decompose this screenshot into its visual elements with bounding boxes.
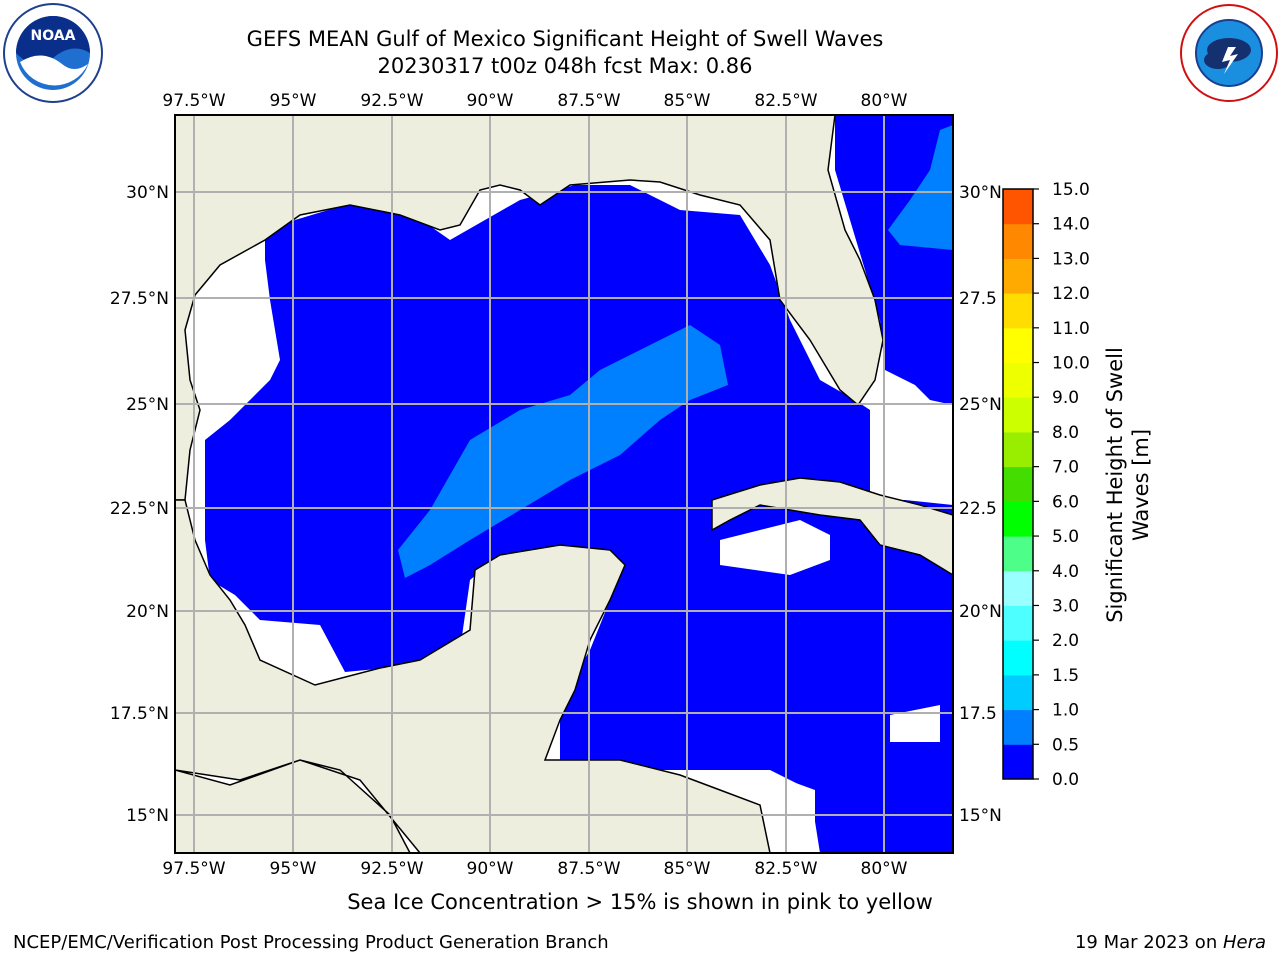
- lon-label-bottom: 92.5°W: [360, 859, 423, 879]
- lon-label-top: 82.5°W: [754, 91, 817, 111]
- colorbar-segment: [1003, 223, 1033, 259]
- colorbar-label-line2: Waves [m]: [1129, 429, 1153, 541]
- colorbar-tick-label: 0.5: [1052, 735, 1079, 755]
- lon-label-bottom: 97.5°W: [162, 859, 225, 879]
- lat-label-left: 27.5°N: [110, 289, 169, 309]
- colorbar-segment: [1003, 744, 1033, 780]
- colorbar-tick-label: 13.0: [1052, 249, 1090, 269]
- lat-label-left: 20°N: [126, 602, 169, 622]
- colorbar-tick-label: 9.0: [1052, 388, 1079, 408]
- colorbar-tick-label: 5.0: [1052, 527, 1079, 547]
- colorbar-tick-label: 14.0: [1052, 215, 1090, 235]
- colorbar-tick-label: 10.0: [1052, 354, 1090, 374]
- sea-ice-note: Sea Ice Concentration > 15% is shown in …: [347, 890, 933, 914]
- nodata-patch: [760, 770, 815, 853]
- footer-host: Hera: [1222, 932, 1266, 953]
- lat-label-left: 15°N: [126, 806, 169, 826]
- footer-date-text: 19 Mar 2023 on: [1074, 932, 1223, 953]
- colorbar-segment: [1003, 674, 1033, 711]
- lon-label-bottom: 90°W: [467, 859, 514, 879]
- lat-label-left: 17.5°N: [110, 704, 169, 724]
- lat-label-right: 20°N: [959, 602, 1002, 622]
- nws-logo: [1180, 4, 1278, 102]
- map-gridlines: [175, 115, 953, 853]
- lat-label-right: 27.5: [959, 289, 997, 309]
- colorbar-segment: [1003, 258, 1033, 294]
- colorbar-segment: [1003, 536, 1033, 572]
- colorbar-tick-label: 3.0: [1052, 596, 1079, 616]
- colorbar-segment: [1003, 709, 1033, 745]
- colorbar-segment: [1003, 466, 1033, 502]
- land-mexico: [175, 499, 771, 853]
- footer-credit: NCEP/EMC/Verification Post Processing Pr…: [13, 932, 609, 953]
- colorbar-tick-label: 8.0: [1052, 423, 1079, 443]
- colorbar-tick-label: 1.5: [1052, 666, 1079, 686]
- lon-label-top: 80°W: [861, 91, 908, 111]
- nodata-patch: [720, 520, 830, 575]
- land-cuba: [711, 477, 953, 576]
- lat-label-right: 22.5: [959, 499, 997, 519]
- colorbar-segment: [1003, 362, 1033, 398]
- colorbar-tick-label: 2.0: [1052, 631, 1079, 651]
- colorbar-tick-label: 12.0: [1052, 284, 1090, 304]
- lat-label-left: 22.5°N: [110, 499, 169, 519]
- colorbar-frame: [1002, 188, 1034, 780]
- footer-date: 19 Mar 2023 on Hera: [1075, 932, 1266, 953]
- lat-label-right: 25°N: [959, 395, 1002, 415]
- noaa-logo: NOAA: [3, 3, 103, 103]
- colorbar-tick-label: 15.0: [1052, 180, 1090, 200]
- lon-label-top: 90°W: [467, 91, 514, 111]
- colorbar-ticks: 15.0 14.0 13.0 12.0 11.0 10.0 9.0 8.0 7.0 6.0 5.0 4…: [1033, 180, 1090, 790]
- nodata-patch: [890, 705, 940, 742]
- colorbar-segment: [1003, 293, 1033, 329]
- gulf-swell-mid: [398, 325, 728, 578]
- lon-label-top: 95°W: [270, 91, 317, 111]
- colorbar-segment: [1003, 397, 1033, 433]
- colorbar-tick-label: 7.0: [1052, 458, 1079, 478]
- colorbar: [1003, 189, 1033, 780]
- colorbar-segment: [1003, 189, 1033, 225]
- lon-label-bottom: 80°W: [861, 859, 908, 879]
- lon-label-top: 97.5°W: [162, 91, 225, 111]
- map-subtitle: 20230317 t00z 048h fcst Max: 0.86: [377, 54, 753, 78]
- svg-text:NOAA: NOAA: [31, 28, 76, 44]
- colorbar-tick-label: 4.0: [1052, 562, 1079, 582]
- map-title: GEFS MEAN Gulf of Mexico Significant Hei…: [246, 27, 884, 51]
- lat-label-right: 30°N: [959, 183, 1002, 203]
- lon-label-bottom: 85°W: [664, 859, 711, 879]
- map-frame: [174, 114, 954, 854]
- colorbar-tick-label: 6.0: [1052, 492, 1079, 512]
- lat-label-left: 25°N: [126, 395, 169, 415]
- colorbar-segment: [1003, 327, 1033, 364]
- lat-label-right: 17.5: [959, 704, 997, 724]
- lon-label-bottom: 82.5°W: [754, 859, 817, 879]
- atlantic-swell-mid: [888, 125, 953, 250]
- lat-label-left: 30°N: [126, 183, 169, 203]
- lat-label-right: 15°N: [959, 806, 1002, 826]
- colorbar-segment: [1003, 640, 1033, 676]
- lon-label-top: 87.5°W: [557, 91, 620, 111]
- colorbar-segment: [1003, 431, 1033, 468]
- colorbar-tick-label: 0.0: [1052, 770, 1079, 790]
- colorbar-tick-label: 11.0: [1052, 319, 1090, 339]
- lon-label-bottom: 95°W: [270, 859, 317, 879]
- colorbar-tick-label: 1.0: [1052, 701, 1079, 721]
- colorbar-label-line1: Significant Height of Swell: [1103, 347, 1127, 623]
- lon-label-top: 92.5°W: [360, 91, 423, 111]
- colorbar-segment: [1003, 570, 1033, 606]
- colorbar-segment: [1003, 605, 1033, 641]
- lon-label-bottom: 87.5°W: [557, 859, 620, 879]
- lon-label-top: 85°W: [664, 91, 711, 111]
- colorbar-segment: [1003, 501, 1033, 537]
